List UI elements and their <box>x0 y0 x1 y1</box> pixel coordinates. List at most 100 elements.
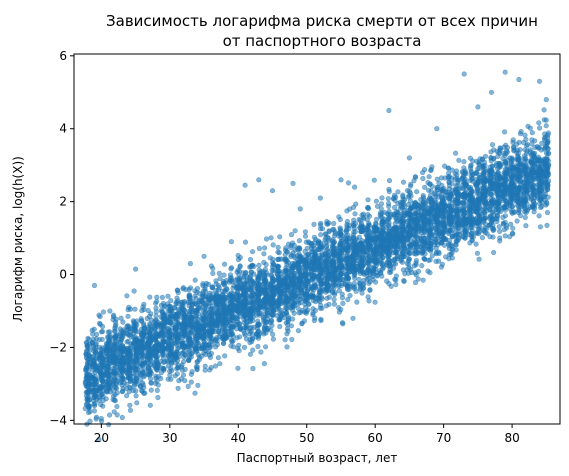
scatter-point <box>434 176 440 182</box>
scatter-point <box>85 394 91 401</box>
scatter-point <box>241 330 248 337</box>
scatter-point <box>208 263 214 269</box>
scatter-point <box>296 251 302 257</box>
scatter-point <box>139 340 146 346</box>
scatter-point <box>153 373 159 379</box>
scatter-point <box>275 264 281 270</box>
scatter-point <box>153 348 159 355</box>
scatter-point <box>119 414 125 421</box>
scatter-point <box>93 347 99 353</box>
scatter-point <box>145 341 151 347</box>
scatter-point <box>194 331 201 337</box>
scatter-point <box>370 246 377 252</box>
scatter-point <box>411 240 417 246</box>
scatter-point <box>153 300 159 306</box>
scatter-point <box>213 288 219 294</box>
scatter-point <box>222 261 228 267</box>
scatter-point <box>202 367 208 373</box>
scatter-point <box>124 293 130 299</box>
scatter-point <box>210 270 216 277</box>
scatter-point <box>160 322 166 329</box>
scatter-point <box>256 267 262 273</box>
scatter-point <box>261 287 267 293</box>
scatter-point <box>121 376 127 382</box>
scatter-point <box>350 241 357 247</box>
scatter-point <box>194 285 201 292</box>
scatter-point <box>310 290 316 296</box>
scatter-point <box>188 329 194 335</box>
scatter-point <box>119 389 125 395</box>
scatter-point <box>340 300 346 307</box>
scatter-point <box>187 352 193 358</box>
scatter-point <box>236 276 242 282</box>
scatter-point <box>83 402 90 408</box>
scatter-point <box>192 293 198 299</box>
scatter-point <box>241 292 247 298</box>
scatter-point <box>281 279 287 285</box>
scatter-point <box>377 227 383 233</box>
scatter-point <box>91 326 97 332</box>
scatter-point <box>214 292 220 298</box>
scatter-point <box>399 218 405 224</box>
scatter-point <box>83 339 89 346</box>
scatter-point <box>370 269 376 275</box>
scatter-point <box>270 242 276 248</box>
scatter-point <box>104 385 110 391</box>
scatter-point <box>391 192 398 198</box>
scatter-point <box>235 316 241 322</box>
scatter-point <box>110 350 116 356</box>
scatter-point <box>171 304 178 311</box>
scatter-point <box>383 249 390 255</box>
scatter-point <box>222 318 228 324</box>
scatter-point <box>105 360 111 366</box>
scatter-point <box>91 408 97 414</box>
scatter-point <box>288 232 295 238</box>
scatter-point <box>393 249 399 255</box>
scatter-point <box>110 358 117 364</box>
scatter-point <box>131 321 137 327</box>
scatter-point <box>302 229 309 235</box>
scatter-point <box>185 343 191 349</box>
scatter-point <box>352 211 358 217</box>
scatter-point <box>401 278 407 285</box>
scatter-point <box>290 303 296 309</box>
scatter-point <box>277 295 284 301</box>
scatter-point <box>242 300 248 306</box>
scatter-point <box>256 245 263 252</box>
scatter-point <box>268 272 275 279</box>
scatter-point <box>338 263 344 269</box>
scatter-point <box>385 196 391 202</box>
scatter-point <box>206 336 212 342</box>
scatter-point <box>438 240 444 246</box>
scatter-point <box>229 265 235 271</box>
scatter-point <box>418 235 424 241</box>
scatter-point <box>407 183 414 189</box>
scatter-point <box>343 275 349 282</box>
scatter-point <box>412 174 419 180</box>
scatter-point <box>180 333 186 339</box>
scatter-point <box>206 281 212 287</box>
scatter-point <box>263 296 269 302</box>
scatter-point <box>295 305 301 311</box>
scatter-point <box>255 332 261 338</box>
scatter-point <box>350 268 356 275</box>
scatter-point <box>155 394 161 401</box>
scatter-point <box>365 225 371 231</box>
scatter-point <box>420 202 426 208</box>
scatter-point <box>185 383 191 390</box>
scatter-point <box>281 299 287 305</box>
scatter-point <box>194 359 201 365</box>
scatter-point <box>152 317 159 323</box>
scatter-point <box>391 240 397 246</box>
scatter-point <box>180 350 186 356</box>
scatter-point <box>295 260 301 266</box>
scatter-point <box>453 247 459 253</box>
scatter-point <box>236 348 242 354</box>
scatter-point <box>351 252 357 258</box>
scatter-point <box>151 336 158 343</box>
scatter-point <box>112 362 118 368</box>
scatter-point <box>449 255 455 261</box>
scatter-point <box>378 214 384 220</box>
scatter-point <box>354 299 360 305</box>
scatter-point <box>415 276 421 282</box>
